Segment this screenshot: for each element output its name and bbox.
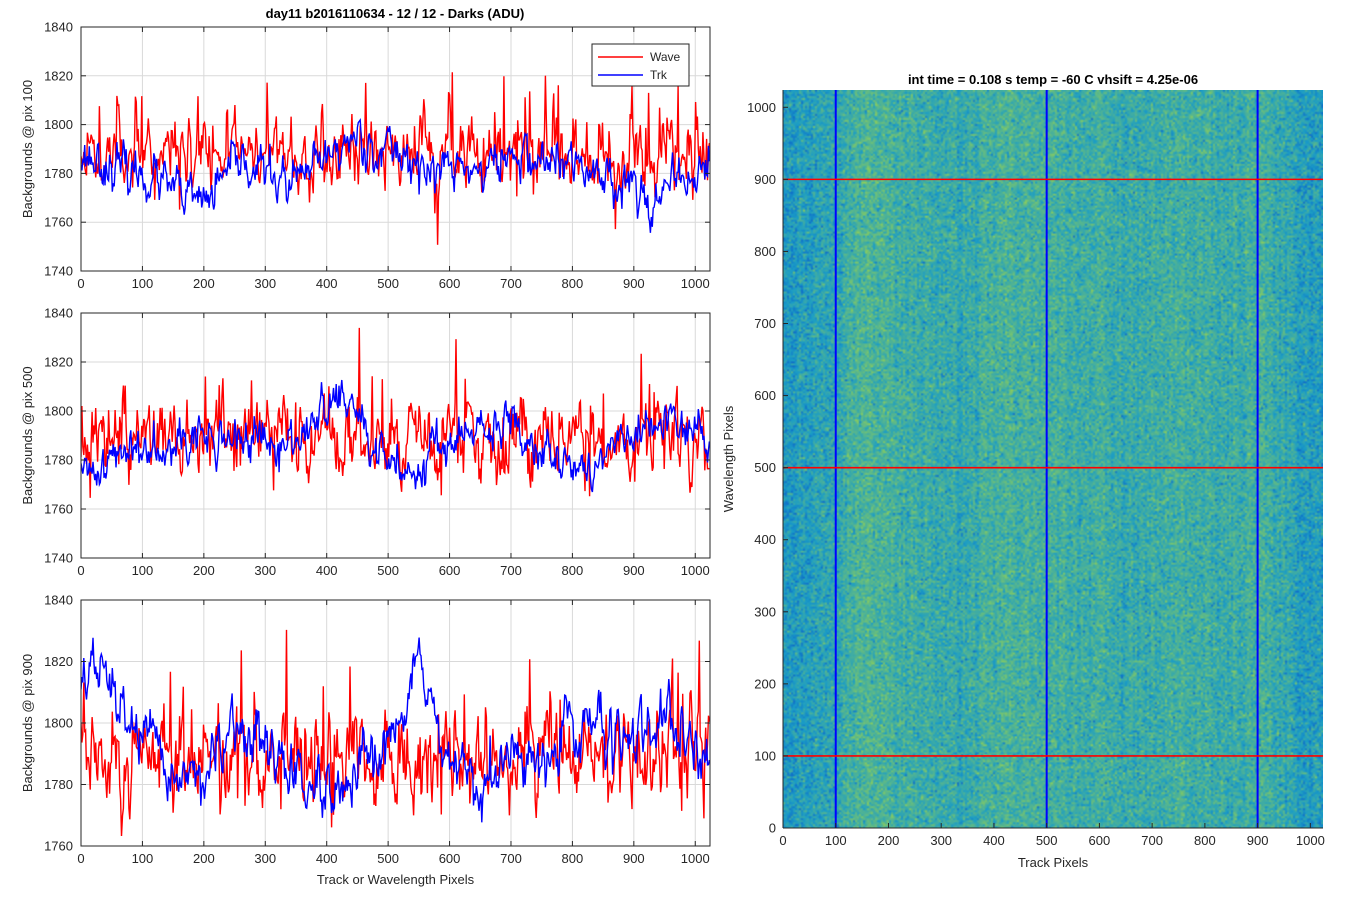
y-tick-label: 1840 (44, 593, 73, 608)
x-tick-label: 100 (132, 563, 154, 578)
legend-entry: Trk (650, 68, 668, 82)
x-tick-label: 900 (1247, 833, 1269, 848)
y-tick-label: 500 (754, 460, 776, 475)
legend: Wave Trk (591, 43, 690, 87)
x-tick-label: 500 (377, 563, 399, 578)
x-tick-label: 1000 (681, 563, 710, 578)
y-tick-label: 1820 (44, 355, 73, 370)
y-tick-label: 300 (754, 604, 776, 619)
x-tick-label: 900 (623, 563, 645, 578)
x-tick-label: 200 (193, 276, 215, 291)
x-tick-label: 200 (193, 563, 215, 578)
y-tick-label: 1820 (44, 654, 73, 669)
x-tick-label: 900 (623, 851, 645, 866)
x-tick-label: 600 (439, 851, 461, 866)
x-tick-label: 0 (77, 276, 84, 291)
x-tick-label: 500 (1036, 833, 1058, 848)
y-tick-label: 800 (754, 244, 776, 259)
y-tick-label: 1740 (44, 264, 73, 279)
x-tick-label: 1000 (1296, 833, 1325, 848)
x-tick-label: 600 (1089, 833, 1111, 848)
x-tick-label: 400 (316, 851, 338, 866)
y-tick-label: 1800 (44, 117, 73, 132)
legend-entry: Wave (650, 50, 681, 64)
y-tick-label: 1840 (44, 306, 73, 321)
x-tick-label: 300 (254, 276, 276, 291)
y-tick-label: 700 (754, 316, 776, 331)
x-tick-label: 300 (254, 563, 276, 578)
x-tick-label: 1000 (681, 851, 710, 866)
x-axis-label: Track or Wavelength Pixels (317, 872, 475, 887)
y-tick-label: 1820 (44, 68, 73, 83)
y-tick-label: 1800 (44, 404, 73, 419)
y-tick-label: 1000 (747, 100, 776, 115)
y-tick-label: 100 (754, 748, 776, 763)
y-axis-label: Backgrounds @ pix 900 (20, 654, 35, 792)
line-panel-pix-500: 0 100 200 300 400 500 600 700 800 900 1000 1740 1760… (20, 306, 711, 578)
x-tick-label: 0 (77, 851, 84, 866)
y-tick-label: 1780 (44, 166, 73, 181)
panel-1-title: day11 b2016110634 - 12 / 12 - Darks (ADU… (266, 6, 525, 21)
y-axis-label: Backgrounds @ pix 100 (20, 80, 35, 218)
line-panel-pix-900: 0 100 200 300 400 500 600 700 800 900 1000 1760 1780… (20, 593, 711, 887)
heatmap-image (783, 90, 1323, 828)
y-axis-label: Backgrounds @ pix 500 (20, 366, 35, 504)
x-tick-label: 700 (500, 563, 522, 578)
x-tick-label: 300 (254, 851, 276, 866)
x-tick-label: 400 (316, 563, 338, 578)
x-tick-label: 500 (377, 851, 399, 866)
series-line-trk (81, 379, 710, 493)
x-tick-label: 200 (878, 833, 900, 848)
x-tick-label: 900 (623, 276, 645, 291)
x-tick-label: 300 (930, 833, 952, 848)
y-tick-label: 1780 (44, 453, 73, 468)
y-axis-label: Wavelength Pixels (721, 405, 736, 512)
x-tick-label: 200 (193, 851, 215, 866)
x-tick-label: 800 (562, 851, 584, 866)
y-tick-label: 1760 (44, 839, 73, 854)
y-tick-label: 900 (754, 172, 776, 187)
x-tick-label: 100 (825, 833, 847, 848)
x-tick-label: 600 (439, 563, 461, 578)
heatmap-title: int time = 0.108 s temp = -60 C vhsift =… (908, 72, 1198, 87)
x-tick-label: 0 (77, 563, 84, 578)
y-tick-label: 400 (754, 532, 776, 547)
x-tick-label: 1000 (681, 276, 710, 291)
x-tick-label: 800 (1194, 833, 1216, 848)
series-line-trk (81, 117, 710, 233)
axes-box (80, 312, 711, 559)
x-tick-label: 800 (562, 276, 584, 291)
legend-box (591, 43, 690, 87)
x-tick-label: 500 (377, 276, 399, 291)
heatmap-panel: int time = 0.108 s temp = -60 C vhsift =… (721, 72, 1325, 870)
x-tick-label: 0 (779, 833, 786, 848)
series-line-wave (81, 72, 710, 245)
y-tick-label: 600 (754, 388, 776, 403)
y-tick-label: 1740 (44, 551, 73, 566)
x-axis-label: Track Pixels (1018, 855, 1089, 870)
y-tick-label: 1760 (44, 215, 73, 230)
x-tick-label: 700 (500, 851, 522, 866)
x-tick-label: 400 (983, 833, 1005, 848)
y-tick-label: 200 (754, 676, 776, 691)
axes-box (80, 26, 711, 272)
y-tick-label: 1840 (44, 20, 73, 35)
x-tick-label: 700 (500, 276, 522, 291)
x-tick-label: 800 (562, 563, 584, 578)
y-tick-label: 1780 (44, 777, 73, 792)
y-tick-label: 1760 (44, 502, 73, 517)
x-tick-label: 100 (132, 851, 154, 866)
y-tick-label: 1800 (44, 716, 73, 731)
line-panel-pix-100: day11 b2016110634 - 12 / 12 - Darks (ADU… (20, 6, 711, 291)
x-tick-label: 600 (439, 276, 461, 291)
x-tick-label: 700 (1141, 833, 1163, 848)
x-tick-label: 400 (316, 276, 338, 291)
series-line-trk (81, 637, 710, 823)
y-tick-label: 0 (769, 821, 776, 836)
x-tick-label: 100 (132, 276, 154, 291)
